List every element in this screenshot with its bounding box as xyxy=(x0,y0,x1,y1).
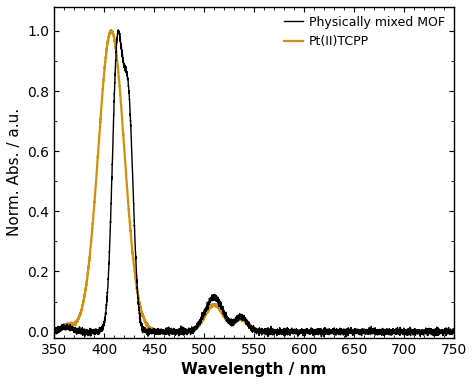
Physically mixed MOF xyxy=(350,329,356,334)
Physically mixed MOF xyxy=(311,329,317,334)
Physically mixed MOF xyxy=(52,326,57,331)
Pt(II)TCPP xyxy=(52,328,57,333)
Pt(II)TCPP xyxy=(350,330,356,334)
Y-axis label: Norm. Abs. / a.u.: Norm. Abs. / a.u. xyxy=(7,108,22,237)
Physically mixed MOF xyxy=(380,330,386,335)
Physically mixed MOF xyxy=(451,331,457,335)
Pt(II)TCPP xyxy=(108,28,114,32)
Physically mixed MOF xyxy=(124,71,130,76)
Pt(II)TCPP xyxy=(451,330,457,334)
Line: Pt(II)TCPP: Pt(II)TCPP xyxy=(55,30,454,334)
Pt(II)TCPP xyxy=(311,329,317,334)
Pt(II)TCPP xyxy=(291,329,297,334)
Pt(II)TCPP xyxy=(204,308,210,313)
Physically mixed MOF xyxy=(343,334,349,339)
Pt(II)TCPP xyxy=(380,330,386,334)
Physically mixed MOF xyxy=(115,28,121,32)
Pt(II)TCPP xyxy=(434,331,439,336)
Legend: Physically mixed MOF, Pt(II)TCPP: Physically mixed MOF, Pt(II)TCPP xyxy=(279,11,450,53)
Line: Physically mixed MOF: Physically mixed MOF xyxy=(55,30,454,337)
Pt(II)TCPP xyxy=(124,184,130,188)
Physically mixed MOF xyxy=(204,304,210,309)
X-axis label: Wavelength / nm: Wavelength / nm xyxy=(182,362,327,377)
Physically mixed MOF xyxy=(291,329,297,334)
